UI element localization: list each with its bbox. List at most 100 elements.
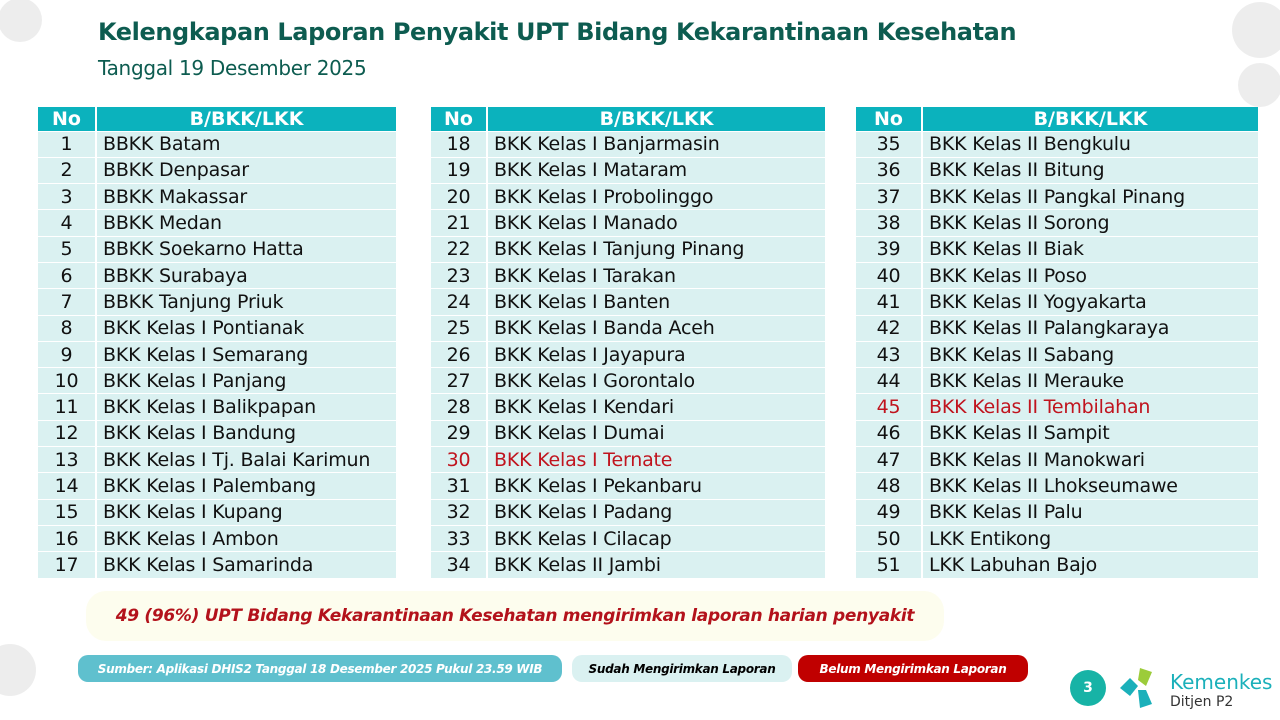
page-title: Kelengkapan Laporan Penyakit UPT Bidang … (98, 18, 1017, 46)
row-number: 42 (856, 314, 923, 342)
col-no: No (856, 107, 923, 131)
table-row: 39 BKK Kelas II Biak (856, 235, 1260, 263)
table-row: 14 BKK Kelas I Palembang (38, 472, 398, 500)
row-number: 6 (38, 261, 97, 289)
table-row: 29 BKK Kelas I Dumai (431, 419, 827, 447)
upt-name: BKK Kelas II Pangkal Pinang (922, 183, 1260, 210)
row-number: 5 (38, 235, 97, 263)
upt-name: BKK Kelas I Manado (487, 209, 827, 237)
col-no: No (431, 107, 488, 131)
row-number: 23 (431, 261, 488, 289)
upt-name: BKK Kelas II Yogyakarta (922, 288, 1260, 316)
upt-name: BKK Kelas II Bengkulu (922, 130, 1260, 158)
table-row: 31 BKK Kelas I Pekanbaru (431, 472, 827, 500)
col-name: B/BKK/LKK (487, 107, 827, 131)
table-row: 24 BKK Kelas I Banten (431, 288, 827, 316)
row-number: 22 (431, 235, 488, 263)
table-row: 51 LKK Labuhan Bajo (856, 551, 1260, 579)
upt-name: LKK Labuhan Bajo (922, 551, 1260, 579)
table-row: 33 BKK Kelas I Cilacap (431, 524, 827, 552)
upt-name: BKK Kelas I Gorontalo (487, 367, 827, 394)
upt-name: BBKK Makassar (96, 183, 398, 210)
row-number: 36 (856, 156, 923, 184)
row-number: 24 (431, 288, 488, 316)
row-number: 31 (431, 472, 488, 500)
row-number: 13 (38, 446, 97, 473)
table-row: 2 BBKK Denpasar (38, 156, 398, 184)
row-number: 8 (38, 314, 97, 342)
table-row: 45 BKK Kelas II Tembilahan (856, 393, 1260, 421)
row-number: 17 (38, 551, 97, 579)
upt-name: BKK Kelas I Tj. Balai Karimun (96, 446, 398, 473)
row-number: 38 (856, 209, 923, 237)
row-number: 16 (38, 524, 97, 552)
upt-table-1: No B/BKK/LKK 1 BBKK Batam 2 BBKK Denpasar 3 BBK… (38, 107, 398, 579)
table-row: 22 BKK Kelas I Tanjung Pinang (431, 235, 827, 263)
row-number: 15 (38, 498, 97, 526)
row-number: 21 (431, 209, 488, 237)
row-number: 44 (856, 367, 923, 394)
row-number: 39 (856, 235, 923, 263)
row-number: 19 (431, 156, 488, 184)
table-row: 20 BKK Kelas I Probolinggo (431, 183, 827, 210)
row-number: 29 (431, 419, 488, 447)
row-number: 11 (38, 393, 97, 421)
row-number: 12 (38, 419, 97, 447)
upt-name: BKK Kelas I Kendari (487, 393, 827, 421)
upt-name: BKK Kelas II Sabang (922, 340, 1260, 368)
upt-name: BKK Kelas II Poso (922, 261, 1260, 289)
table-row: 5 BBKK Soekarno Hatta (38, 235, 398, 263)
upt-name: BKK Kelas II Jambi (487, 551, 827, 579)
row-number: 32 (431, 498, 488, 526)
upt-name: BKK Kelas II Tembilahan (922, 393, 1260, 421)
row-number: 35 (856, 130, 923, 158)
row-number: 33 (431, 524, 488, 552)
table-row: 18 BKK Kelas I Banjarmasin (431, 130, 827, 158)
decorative-pattern-icon (0, 0, 42, 42)
row-number: 34 (431, 551, 488, 579)
row-number: 46 (856, 419, 923, 447)
table-row: 46 BKK Kelas II Sampit (856, 419, 1260, 447)
upt-name: BKK Kelas I Tanjung Pinang (487, 235, 827, 263)
upt-name: BKK Kelas II Bitung (922, 156, 1260, 184)
table-row: 35 BKK Kelas II Bengkulu (856, 130, 1260, 158)
table-row: 1 BBKK Batam (38, 130, 398, 158)
summary-banner: 49 (96%) UPT Bidang Kekarantinaan Keseha… (86, 591, 944, 641)
table-row: 12 BKK Kelas I Bandung (38, 419, 398, 447)
row-number: 1 (38, 130, 97, 158)
row-number: 14 (38, 472, 97, 500)
upt-name: BKK Kelas II Palu (922, 498, 1260, 526)
upt-name: BKK Kelas I Samarinda (96, 551, 398, 579)
row-number: 4 (38, 209, 97, 237)
table-row: 9 BKK Kelas I Semarang (38, 340, 398, 368)
row-number: 18 (431, 130, 488, 158)
table-row: 6 BBKK Surabaya (38, 261, 398, 289)
page-subtitle: Tanggal 19 Desember 2025 (98, 56, 367, 80)
upt-name: BKK Kelas I Probolinggo (487, 183, 827, 210)
upt-name: BKK Kelas I Bandung (96, 419, 398, 447)
table-row: 4 BBKK Medan (38, 209, 398, 237)
row-number: 50 (856, 524, 923, 552)
row-number: 40 (856, 261, 923, 289)
upt-name: BKK Kelas I Banten (487, 288, 827, 316)
upt-name: BBKK Medan (96, 209, 398, 237)
row-number: 25 (431, 314, 488, 342)
row-number: 10 (38, 367, 97, 394)
table-row: 17 BKK Kelas I Samarinda (38, 551, 398, 579)
table-row: 7 BBKK Tanjung Priuk (38, 288, 398, 316)
upt-table-2: No B/BKK/LKK 18 BKK Kelas I Banjarmasin 19 BK… (431, 107, 827, 579)
upt-name: BKK Kelas I Dumai (487, 419, 827, 447)
row-number: 43 (856, 340, 923, 368)
source-note: Sumber: Aplikasi DHIS2 Tanggal 18 Desemb… (78, 655, 562, 682)
page-number: 3 (1070, 670, 1106, 706)
brand-subtitle: Ditjen P2 (1170, 694, 1234, 710)
upt-name: BKK Kelas I Jayapura (487, 340, 827, 368)
upt-name: BKK Kelas I Banjarmasin (487, 130, 827, 158)
kemenkes-logo-icon (1120, 668, 1152, 708)
table-row: 25 BKK Kelas I Banda Aceh (431, 314, 827, 342)
table-row: 23 BKK Kelas I Tarakan (431, 261, 827, 289)
col-no: No (38, 107, 97, 131)
row-number: 26 (431, 340, 488, 368)
upt-name: BKK Kelas II Palangkaraya (922, 314, 1260, 342)
brand-name: Kemenkes (1170, 670, 1273, 694)
